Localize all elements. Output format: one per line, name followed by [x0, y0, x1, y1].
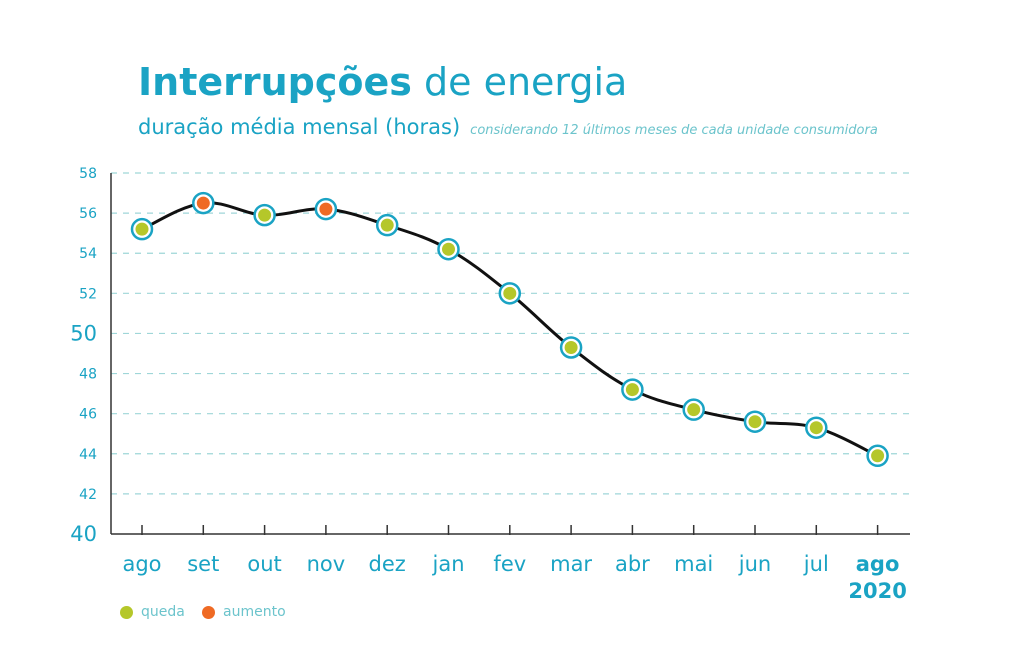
data-point-11	[809, 421, 823, 435]
x-tick-label-5: jan	[431, 552, 464, 576]
data-point-12	[871, 449, 885, 463]
data-point-9	[687, 403, 701, 417]
x-tick-label-3: nov	[307, 552, 346, 576]
y-tick-label-40: 40	[70, 522, 97, 546]
data-point-5	[442, 242, 455, 256]
y-tick-label-46: 46	[79, 407, 97, 423]
x-tick-label-11: jul	[803, 552, 829, 576]
y-tick-label-42: 42	[79, 487, 97, 503]
x-tick-label-2: out	[247, 552, 281, 576]
x-tick-label-10: jun	[738, 552, 771, 576]
data-point-2	[258, 208, 272, 222]
data-point-10	[748, 415, 762, 429]
legend-dot-queda	[120, 605, 133, 619]
y-tick-label-56: 56	[79, 206, 97, 222]
x-tick-label-12: ago	[856, 552, 900, 576]
x-tick-label-1: set	[187, 552, 219, 576]
y-tick-label-54: 54	[79, 246, 97, 262]
chart-title: Interrupções de energia	[138, 60, 627, 104]
y-tick-label-52: 52	[79, 286, 97, 302]
data-point-3	[319, 202, 333, 216]
series-line	[141, 201, 879, 458]
data-point-4	[380, 218, 394, 232]
y-tick-label-44: 44	[79, 447, 97, 463]
x-tick-label-8: abr	[615, 552, 650, 576]
x-tick-label-0: ago	[122, 552, 161, 576]
data-point-6	[503, 286, 517, 300]
legend-item-queda: queda	[120, 604, 185, 620]
x-tick-label-7: mar	[550, 552, 592, 576]
data-point-0	[135, 222, 149, 236]
chart-subtitle: duração média mensal (horas) considerando…	[138, 115, 878, 139]
legend-label-aumento: aumento	[223, 604, 286, 620]
y-tick-label-48: 48	[79, 367, 97, 383]
data-point-7	[564, 340, 578, 354]
y-tick-label-50: 50	[70, 321, 97, 345]
legend-label-queda: queda	[141, 604, 185, 620]
x-tick-label-4: dez	[369, 552, 406, 576]
x-tick-label-9: mai	[674, 552, 713, 576]
subtitle-text: duração média mensal (horas)	[138, 115, 461, 139]
title-rest: de energia	[423, 60, 628, 104]
y-tick-label-58: 58	[79, 166, 97, 182]
data-point-1	[196, 196, 210, 210]
data-point-8	[625, 383, 639, 397]
x-tick-label-6: fev	[493, 552, 526, 576]
legend-dot-aumento	[202, 605, 215, 619]
title-bold: Interrupções	[138, 60, 412, 104]
legend-item-aumento: aumento	[202, 604, 286, 620]
x-tick-label-year: 2020	[848, 579, 906, 603]
subtitle-note: considerando 12 últimos meses de cada un…	[470, 123, 878, 138]
